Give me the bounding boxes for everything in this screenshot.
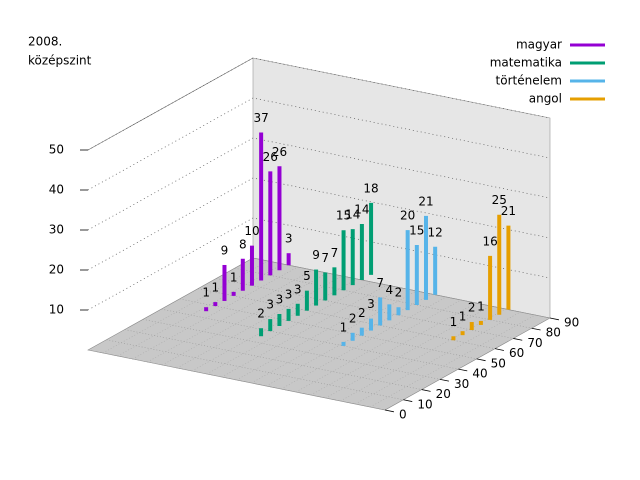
value-label: 3 <box>294 282 302 296</box>
value-label: 21 <box>501 204 516 218</box>
x-tick <box>531 327 541 331</box>
grid-line <box>87 137 551 231</box>
legend-label: történelem <box>496 74 562 88</box>
x-tick-label: 60 <box>509 346 524 360</box>
value-label: 1 <box>211 281 219 295</box>
x-tick <box>549 317 559 321</box>
x-tick <box>513 338 523 341</box>
value-label: 1 <box>340 320 348 334</box>
value-label: 2 <box>358 306 366 320</box>
x-tick <box>439 378 449 382</box>
grid-line <box>87 97 551 191</box>
value-label: 15 <box>336 209 351 223</box>
value-label: 3 <box>266 298 274 312</box>
frame-edge <box>87 57 254 151</box>
x-tick-label: 70 <box>527 336 542 350</box>
value-label: 14 <box>345 208 360 222</box>
value-label: 20 <box>400 209 415 223</box>
value-label: 9 <box>221 243 229 257</box>
value-label: 5 <box>303 269 311 283</box>
value-label: 1 <box>459 310 467 324</box>
floor-grid-line <box>197 288 496 349</box>
floor-grid-line <box>87 349 386 411</box>
value-label: 3 <box>285 232 293 246</box>
x-tick-label: 20 <box>436 387 451 401</box>
value-label: 7 <box>376 276 384 290</box>
x-tick-label: 50 <box>491 356 506 370</box>
y-tick-label: 40 <box>49 183 64 197</box>
value-label: 10 <box>244 224 259 238</box>
floor-grid-line <box>124 329 422 390</box>
value-label: 3 <box>367 297 375 311</box>
y-tick-label: 50 <box>49 143 64 157</box>
value-label: 37 <box>253 111 268 125</box>
legend-label: angol <box>529 92 562 106</box>
legend-label: magyar <box>516 38 562 52</box>
x-tick-label: 90 <box>564 316 579 330</box>
x-tick-label: 80 <box>546 326 561 340</box>
value-label: 3 <box>285 287 293 301</box>
x-tick <box>403 399 413 402</box>
value-label: 2 <box>468 301 476 315</box>
value-label: 1 <box>450 315 458 329</box>
value-label: 4 <box>386 283 394 297</box>
value-label: 1 <box>230 270 238 284</box>
value-label: 25 <box>492 193 507 207</box>
grid-line <box>87 57 551 151</box>
x-tick <box>384 409 394 413</box>
y-tick-label: 10 <box>49 303 64 317</box>
floor-grid-line <box>106 339 404 401</box>
value-label: 2 <box>395 286 403 300</box>
grid-line <box>87 217 551 311</box>
y-tick-label: 20 <box>49 263 64 277</box>
value-label: 1 <box>202 286 210 300</box>
x-tick-label: 10 <box>417 397 432 411</box>
value-label: 26 <box>263 150 278 164</box>
value-label: 2 <box>257 307 265 321</box>
floor-grid-line <box>234 267 532 329</box>
value-label: 2 <box>349 311 357 325</box>
floor-grid-line <box>161 308 459 370</box>
x-tick-label: 40 <box>472 367 487 381</box>
value-label: 16 <box>482 234 497 248</box>
legend-label: matematika <box>490 56 562 70</box>
x-tick-label: 0 <box>399 408 407 422</box>
y-tick-label: 30 <box>49 223 64 237</box>
value-label: 14 <box>354 203 369 217</box>
value-label: 8 <box>239 237 247 251</box>
floor-grid-line <box>179 298 477 360</box>
chart-subtitle: középszint <box>28 54 92 68</box>
x-tick <box>494 348 504 351</box>
x-tick <box>458 368 468 372</box>
x-tick-label: 30 <box>454 377 469 391</box>
value-label: 7 <box>331 246 339 260</box>
grid-line <box>87 177 551 271</box>
value-label: 12 <box>428 225 443 239</box>
value-label: 3 <box>276 293 284 307</box>
x-tick <box>476 358 486 362</box>
x-tick <box>421 389 431 392</box>
floor-grid-line <box>142 319 441 380</box>
value-label: 9 <box>312 248 320 262</box>
chart-title: 2008. <box>28 35 62 49</box>
value-label: 26 <box>272 145 287 159</box>
value-label: 18 <box>363 181 378 195</box>
value-label: 7 <box>321 251 329 265</box>
floor-grid-line <box>216 278 514 339</box>
value-label: 15 <box>409 224 424 238</box>
value-label: 1 <box>477 299 485 313</box>
value-label: 21 <box>418 194 433 208</box>
